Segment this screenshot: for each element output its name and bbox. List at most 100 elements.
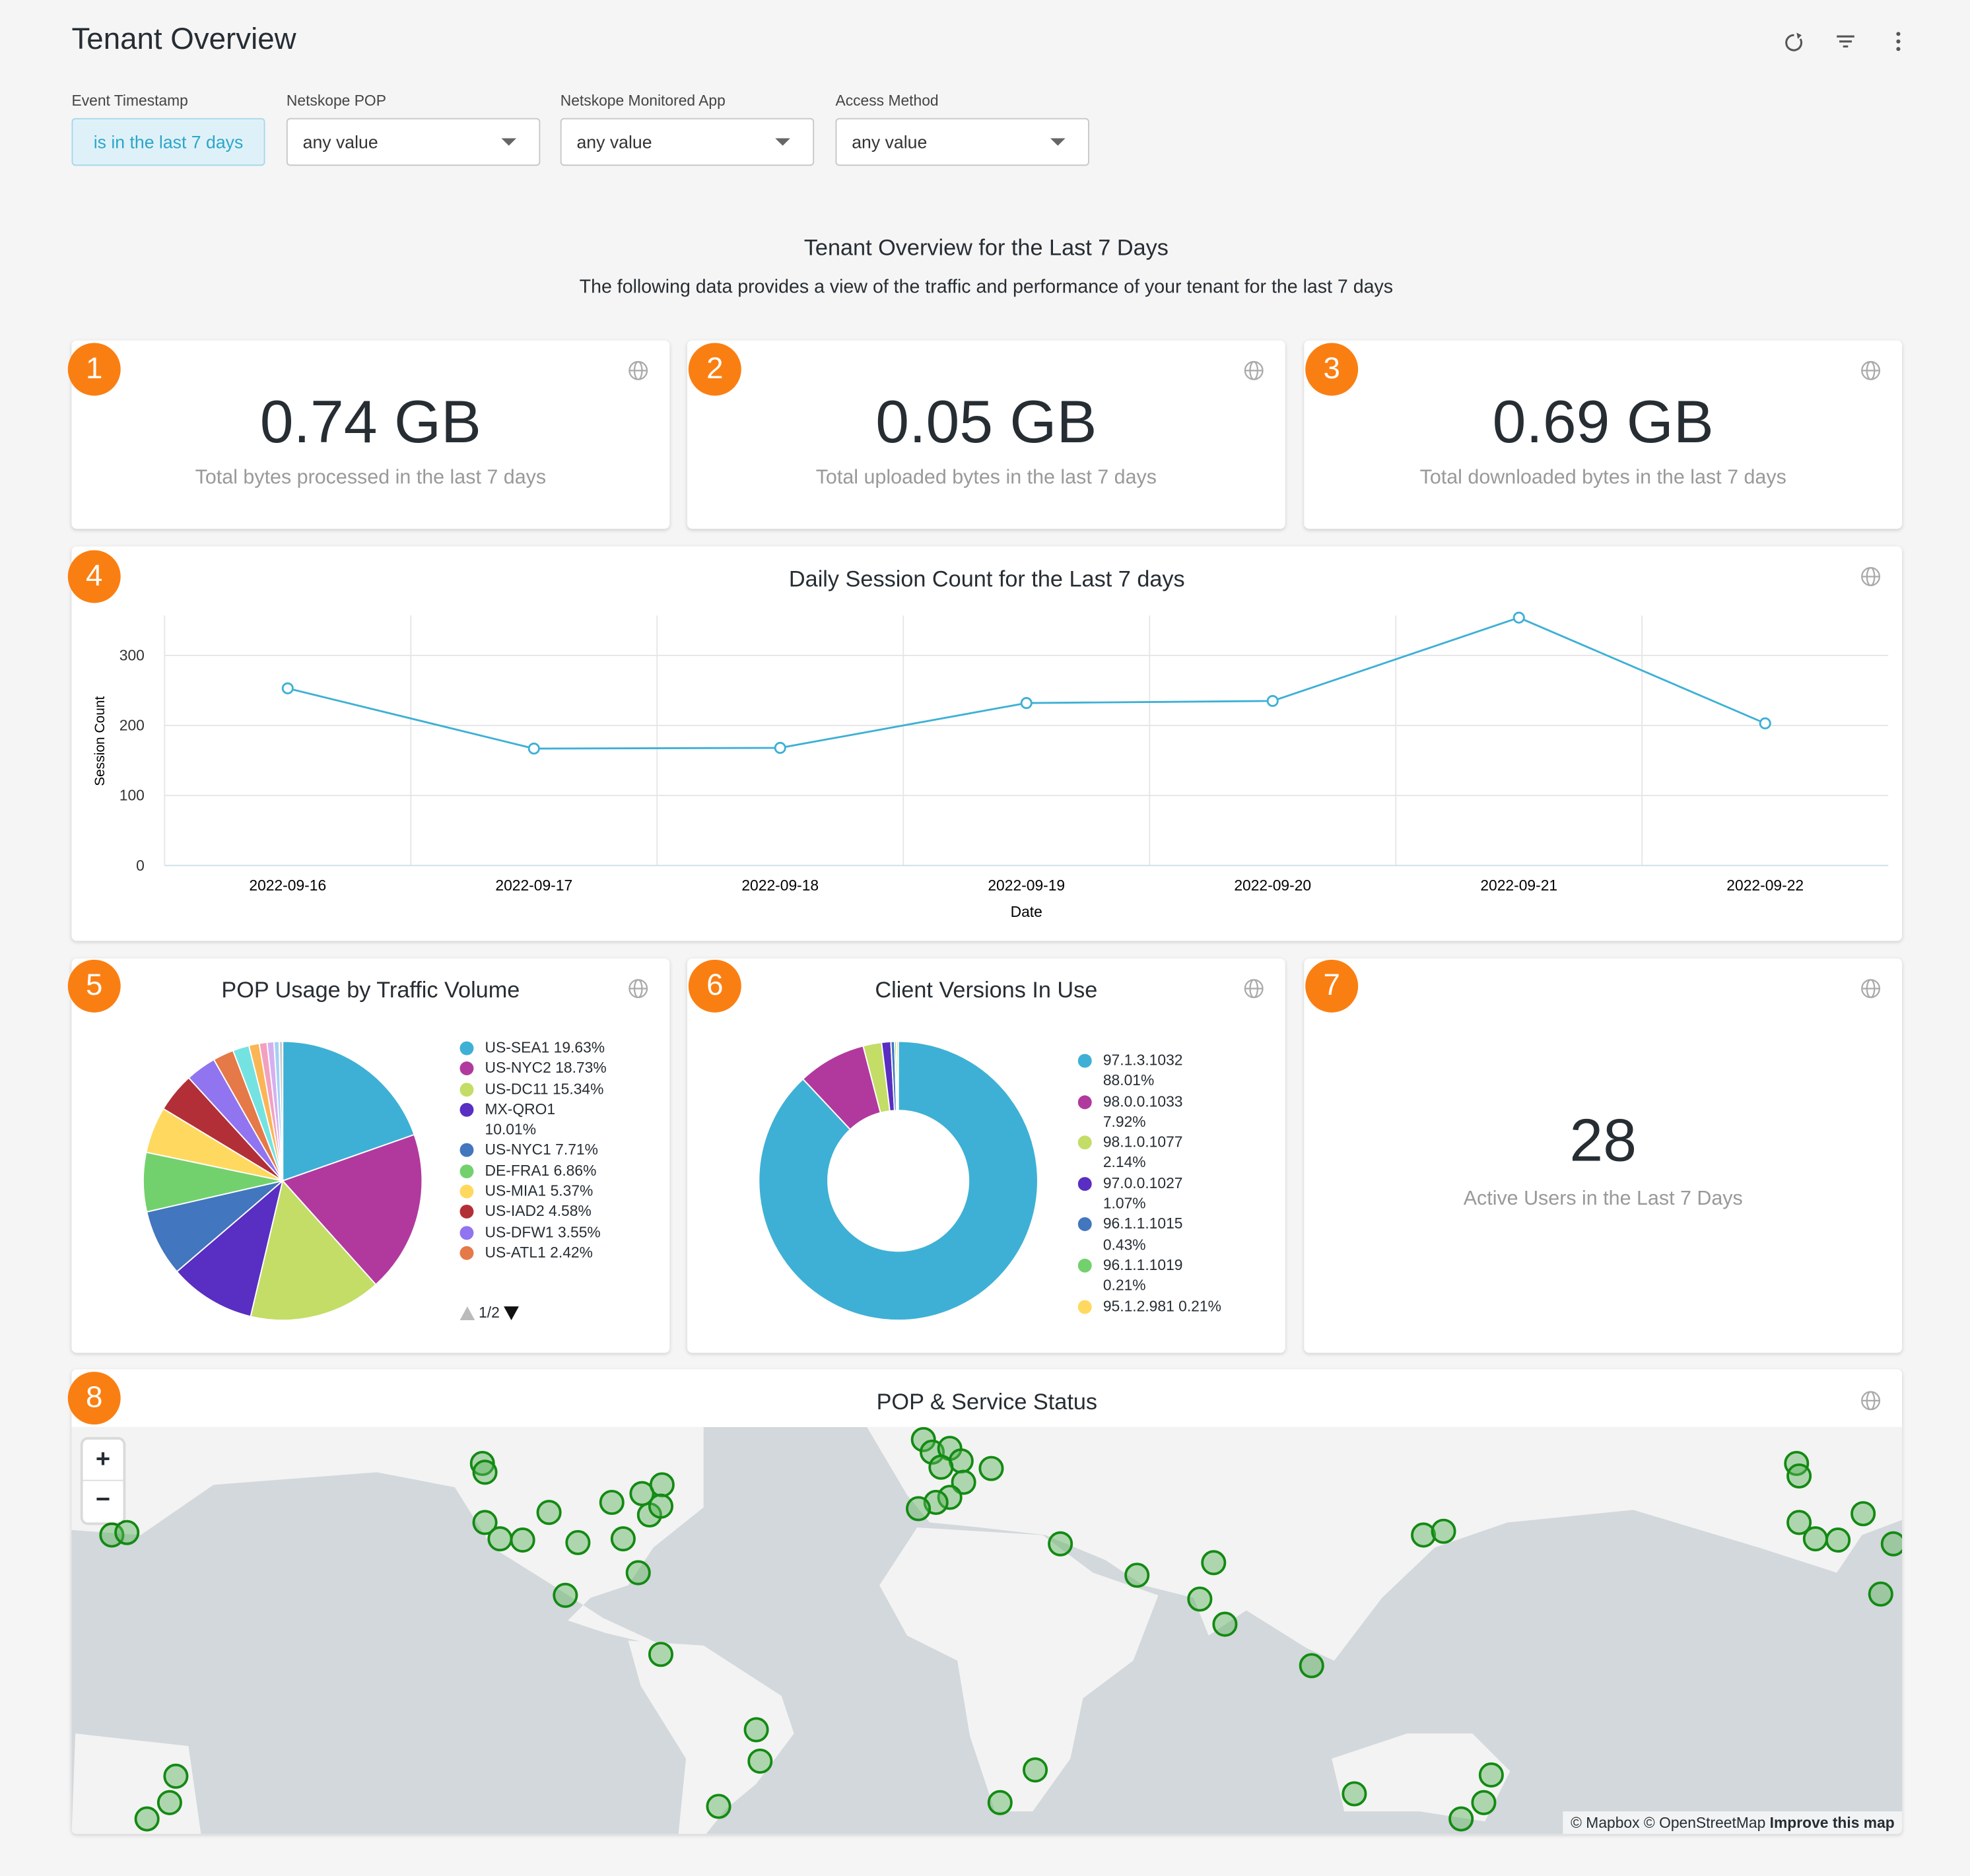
legend: 97.1.3.1032 88.01% 98.0.0.1033 7.92% 98.1.… <box>1077 1050 1241 1327</box>
filter-label: Access Method <box>835 91 939 110</box>
legend-item: DE-FRA1 6.86% <box>459 1160 623 1181</box>
menu-icon[interactable] <box>1896 32 1901 51</box>
zoom-out[interactable]: − <box>95 1486 111 1514</box>
legend-item: US-MIA1 5.37% <box>459 1181 623 1201</box>
legend-value: 5.37% <box>550 1182 594 1200</box>
pop-marker <box>648 1642 674 1667</box>
legend-swatch <box>1077 1054 1092 1068</box>
legend-value: 0.21% <box>1178 1296 1221 1315</box>
caret <box>501 138 517 146</box>
legend-name: DE-FRA1 <box>485 1161 550 1180</box>
legend-item: 96.1.1.1019 0.21% <box>1077 1255 1241 1296</box>
legend-text: MX-QRO1 10.01% <box>485 1099 611 1140</box>
legend-name: US-IAD2 <box>485 1202 545 1221</box>
pop-marker <box>472 1459 498 1485</box>
legend-text: 95.1.2.981 0.21% <box>1103 1296 1229 1316</box>
pop-marker <box>1471 1790 1497 1815</box>
improve-link[interactable]: Improve this map <box>1769 1813 1895 1832</box>
legend-swatch <box>1077 1094 1092 1109</box>
map-card: POP & Service Status + − © Mapbox © Open… <box>71 1369 1903 1834</box>
legend-swatch <box>1077 1217 1092 1232</box>
chart-title: POP & Service Status <box>876 1389 1098 1415</box>
legend-text: 96.1.1.1015 0.43% <box>1103 1214 1229 1255</box>
pop-marker <box>536 1500 562 1525</box>
tile: 28 Active Users in the Last 7 Days <box>1304 958 1903 1353</box>
legend-swatch <box>1077 1135 1092 1150</box>
caret <box>1050 138 1066 146</box>
chart-title: Daily Session Count for the Last 7 days <box>788 566 1185 592</box>
filter-value: any value <box>852 131 928 152</box>
pop-marker <box>649 1472 675 1498</box>
legend-text: US-DC11 15.34% <box>485 1079 611 1099</box>
pop-marker <box>1342 1781 1367 1807</box>
filter-value: any value <box>302 131 378 152</box>
legend-value: 18.73% <box>555 1059 607 1077</box>
tile-value: 0.05 GB <box>875 389 1097 456</box>
legend-swatch <box>459 1041 474 1055</box>
legend-item: US-NYC1 7.71% <box>459 1140 623 1160</box>
badge: 5 <box>67 959 121 1013</box>
legend-name: 98.1.0.1077 <box>1103 1133 1183 1151</box>
legend-value: 7.92% <box>1103 1112 1146 1131</box>
tile: 0.74 GB Total bytes processed in the last… <box>71 340 670 529</box>
pop-marker <box>910 1426 936 1452</box>
pop-marker <box>163 1763 189 1789</box>
legend-item: 98.1.0.1077 2.14% <box>1077 1132 1241 1173</box>
filter-value[interactable]: is in the last 7 days <box>71 117 265 166</box>
page-next[interactable] <box>503 1306 519 1320</box>
legend-name: US-DFW1 <box>485 1223 554 1241</box>
filter-label: Netskope POP <box>286 91 386 110</box>
filter-label: Netskope Monitored App <box>560 91 726 110</box>
legend-text: 98.1.0.1077 2.14% <box>1103 1132 1229 1173</box>
legend-value: 4.58% <box>549 1202 592 1221</box>
legend-swatch <box>459 1205 474 1219</box>
refresh-icon[interactable] <box>1785 34 1803 51</box>
legend: US-SEA1 19.63% US-NYC2 18.73% US-DC11 15.3… <box>459 1038 623 1296</box>
legend-name: US-DC11 <box>485 1079 549 1098</box>
legend-item: US-IAD2 4.58% <box>459 1201 623 1222</box>
legend-value: 2.42% <box>550 1243 593 1261</box>
tile: 0.05 GB Total uploaded bytes in the last … <box>687 340 1285 529</box>
legend-value: 19.63% <box>553 1038 605 1057</box>
pop-marker <box>1201 1550 1227 1576</box>
map[interactable] <box>71 1426 1903 1834</box>
filter-select[interactable]: any value <box>286 117 541 166</box>
page-prev[interactable] <box>459 1306 475 1320</box>
pop-marker <box>1411 1522 1437 1548</box>
chart-title: POP Usage by Traffic Volume <box>221 977 520 1003</box>
badge: 3 <box>1305 343 1359 396</box>
pop-marker <box>1431 1518 1456 1544</box>
tile-value: 28 <box>1569 1108 1637 1175</box>
pop-marker <box>1802 1526 1828 1552</box>
tile-value: 0.74 GB <box>259 389 481 456</box>
legend-item: 95.1.2.981 0.21% <box>1077 1296 1241 1316</box>
legend-swatch <box>1077 1176 1092 1191</box>
legend-item: 97.1.3.1032 88.01% <box>1077 1050 1241 1091</box>
legend-text: US-NYC2 18.73% <box>485 1058 611 1079</box>
filter-select[interactable]: any value <box>560 117 815 166</box>
legend-name: 97.1.3.1032 <box>1103 1051 1183 1069</box>
legend-name: 97.0.0.1027 <box>1103 1174 1183 1192</box>
pop-marker <box>1880 1531 1903 1557</box>
badge: 1 <box>67 343 121 396</box>
attribution: © Mapbox © OpenStreetMap Improve this ma… <box>1563 1811 1903 1834</box>
legend-swatch <box>459 1184 474 1199</box>
line-card: Daily Session Count for the Last 7 days <box>71 546 1903 941</box>
legend-pager: 1/2 <box>459 1304 519 1322</box>
pop-marker <box>114 1520 140 1545</box>
tile-value: 0.69 GB <box>1492 389 1714 456</box>
legend-swatch <box>459 1246 474 1260</box>
legend-item: US-DFW1 3.55% <box>459 1222 623 1242</box>
refresh-arrow <box>1796 32 1802 39</box>
legend-swatch <box>459 1061 474 1076</box>
filter-icon[interactable] <box>1837 35 1854 48</box>
legend-value: 7.71% <box>555 1141 598 1159</box>
zoom-in[interactable]: + <box>83 1440 123 1481</box>
filter-select[interactable]: any value <box>835 117 1089 166</box>
pop-marker <box>987 1790 1013 1815</box>
pop-marker <box>1851 1501 1876 1527</box>
legend-text: US-SEA1 19.63% <box>485 1038 611 1058</box>
pop-marker <box>937 1485 963 1510</box>
pop-marker <box>610 1526 636 1552</box>
pop-marker <box>553 1582 578 1608</box>
